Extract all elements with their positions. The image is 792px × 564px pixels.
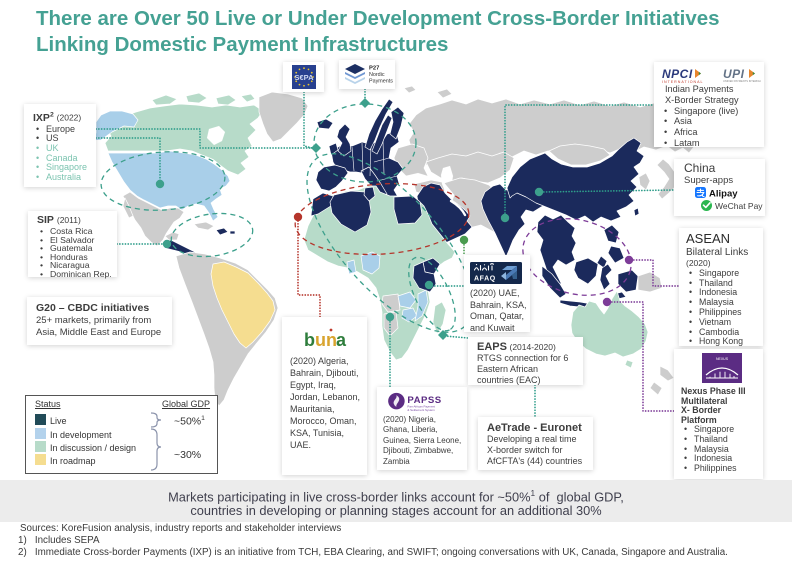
svg-text:INTERNATIONAL: INTERNATIONAL (662, 80, 704, 84)
svg-text:P27: P27 (369, 66, 379, 72)
svg-text:S€PA: S€PA (294, 73, 314, 82)
svg-text:PAPSS: PAPSS (407, 395, 441, 406)
svg-text:Nordic: Nordic (369, 72, 385, 78)
svg-text:b: b (304, 330, 315, 350)
svg-text:& Settlement System: & Settlement System (407, 408, 435, 412)
svg-text:UPI: UPI (723, 67, 745, 81)
svg-text:a: a (336, 330, 347, 350)
svg-text:Alipay: Alipay (709, 189, 738, 200)
svg-text:WeChat Pay: WeChat Pay (715, 201, 763, 211)
svg-text:AFAQ: AFAQ (474, 276, 496, 283)
svg-text:NEXUS: NEXUS (716, 357, 729, 361)
svg-text:Payments: Payments (369, 79, 393, 85)
svg-text:un: un (315, 330, 337, 350)
svg-text:UNIFIED PAYMENTS INTERFACE: UNIFIED PAYMENTS INTERFACE (723, 79, 761, 83)
svg-text:NPCI: NPCI (662, 67, 693, 81)
svg-text:Pan-African Payment: Pan-African Payment (407, 405, 435, 409)
